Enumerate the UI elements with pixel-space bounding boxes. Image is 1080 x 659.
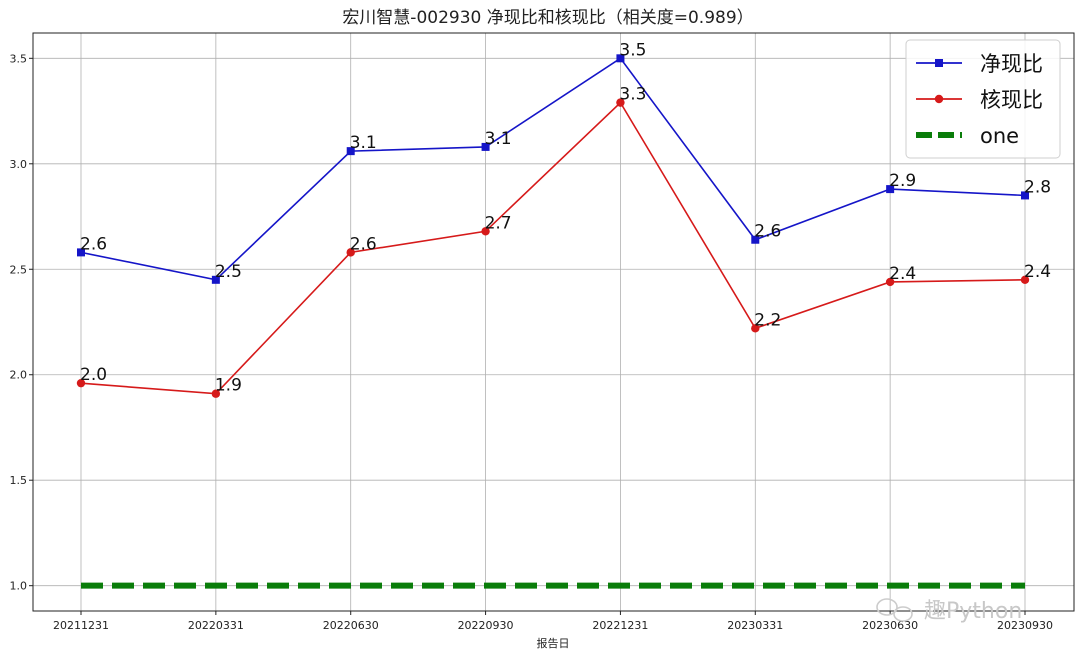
series-1-point — [77, 248, 85, 257]
data-label: 2.7 — [485, 213, 512, 233]
x-tick-label: 20230630 — [862, 619, 918, 632]
x-tick-label: 20220930 — [458, 619, 514, 632]
legend-marker — [935, 59, 943, 67]
wechat-icon — [893, 606, 913, 622]
data-label: 3.1 — [350, 133, 377, 153]
series-1-point — [616, 54, 625, 63]
series-1-point — [211, 275, 220, 284]
legend-entry: 净现比 — [980, 52, 1043, 76]
y-tick-label: 1.0 — [10, 580, 28, 593]
series-2-point — [751, 324, 760, 333]
series-1-point — [751, 235, 760, 244]
x-tick-label: 20230930 — [997, 619, 1053, 632]
x-axis: 20211231 20220331 20220630 20220930 20221231… — [53, 611, 1053, 632]
data-label: 2.9 — [889, 171, 916, 191]
data-label: 2.4 — [1024, 262, 1051, 282]
y-axis: 1.0 1.5 2.0 2.5 3.0 3.5 — [10, 52, 33, 593]
data-label: 2.8 — [1024, 177, 1051, 197]
x-axis-label: 报告日 — [537, 636, 570, 650]
series-1-point — [1021, 191, 1029, 200]
x-tick-label: 20220331 — [188, 619, 244, 632]
x-tick-label: 20211231 — [53, 619, 109, 632]
series-1-point — [346, 147, 355, 156]
x-tick-label: 20230331 — [727, 619, 783, 632]
data-label: 2.5 — [215, 262, 242, 282]
series-1-point — [481, 142, 490, 151]
y-tick-label: 3.5 — [10, 52, 28, 65]
series-2-point — [885, 277, 895, 287]
watermark-text: 趣Python — [924, 599, 1022, 624]
plot-frame — [32, 32, 1075, 612]
data-label: 3.3 — [619, 85, 646, 105]
chart-title: 宏川智慧-002930 净现比和核现比（相关度=0.989） — [342, 8, 753, 28]
series-layer — [76, 54, 1030, 589]
series-2-point — [211, 389, 221, 398]
y-tick-label: 3.0 — [10, 158, 28, 171]
y-tick-label: 1.5 — [10, 474, 28, 487]
series-line-1 — [80, 57, 1026, 281]
series-line-2 — [80, 101, 1026, 395]
wechat-icon — [876, 598, 898, 616]
legend-marker — [934, 94, 944, 104]
grid — [33, 33, 1074, 611]
series-2-point — [346, 248, 355, 257]
series-2-point — [481, 227, 490, 236]
data-label: 2.2 — [754, 310, 781, 330]
data-label: 2.0 — [80, 365, 107, 385]
data-labels: 2.6 2.5 3.1 3.1 3.5 2.6 2.9 2.8 2.0 1.9 2.6 2.7 3.3 2… — [80, 40, 1051, 395]
x-tick-label: 20221231 — [592, 619, 648, 632]
legend-entry: 核现比 — [980, 88, 1043, 112]
data-label: 2.6 — [754, 222, 781, 242]
series-2-point — [1020, 275, 1030, 285]
data-label: 3.5 — [619, 40, 646, 60]
series-2-point — [616, 98, 625, 107]
series-2-point — [76, 378, 86, 388]
data-label: 2.4 — [889, 264, 916, 284]
data-label: 2.6 — [80, 234, 107, 254]
series-1-point — [886, 185, 895, 194]
data-label: 3.1 — [485, 129, 512, 149]
data-label: 1.9 — [215, 376, 242, 396]
y-tick-label: 2.0 — [10, 369, 28, 382]
legend-box — [905, 39, 1061, 159]
legend-entry: one — [980, 124, 1019, 148]
data-label: 2.6 — [350, 234, 377, 254]
y-tick-label: 2.5 — [10, 263, 28, 276]
watermark: 趣Python — [876, 598, 1022, 624]
x-tick-label: 20220630 — [323, 619, 379, 632]
